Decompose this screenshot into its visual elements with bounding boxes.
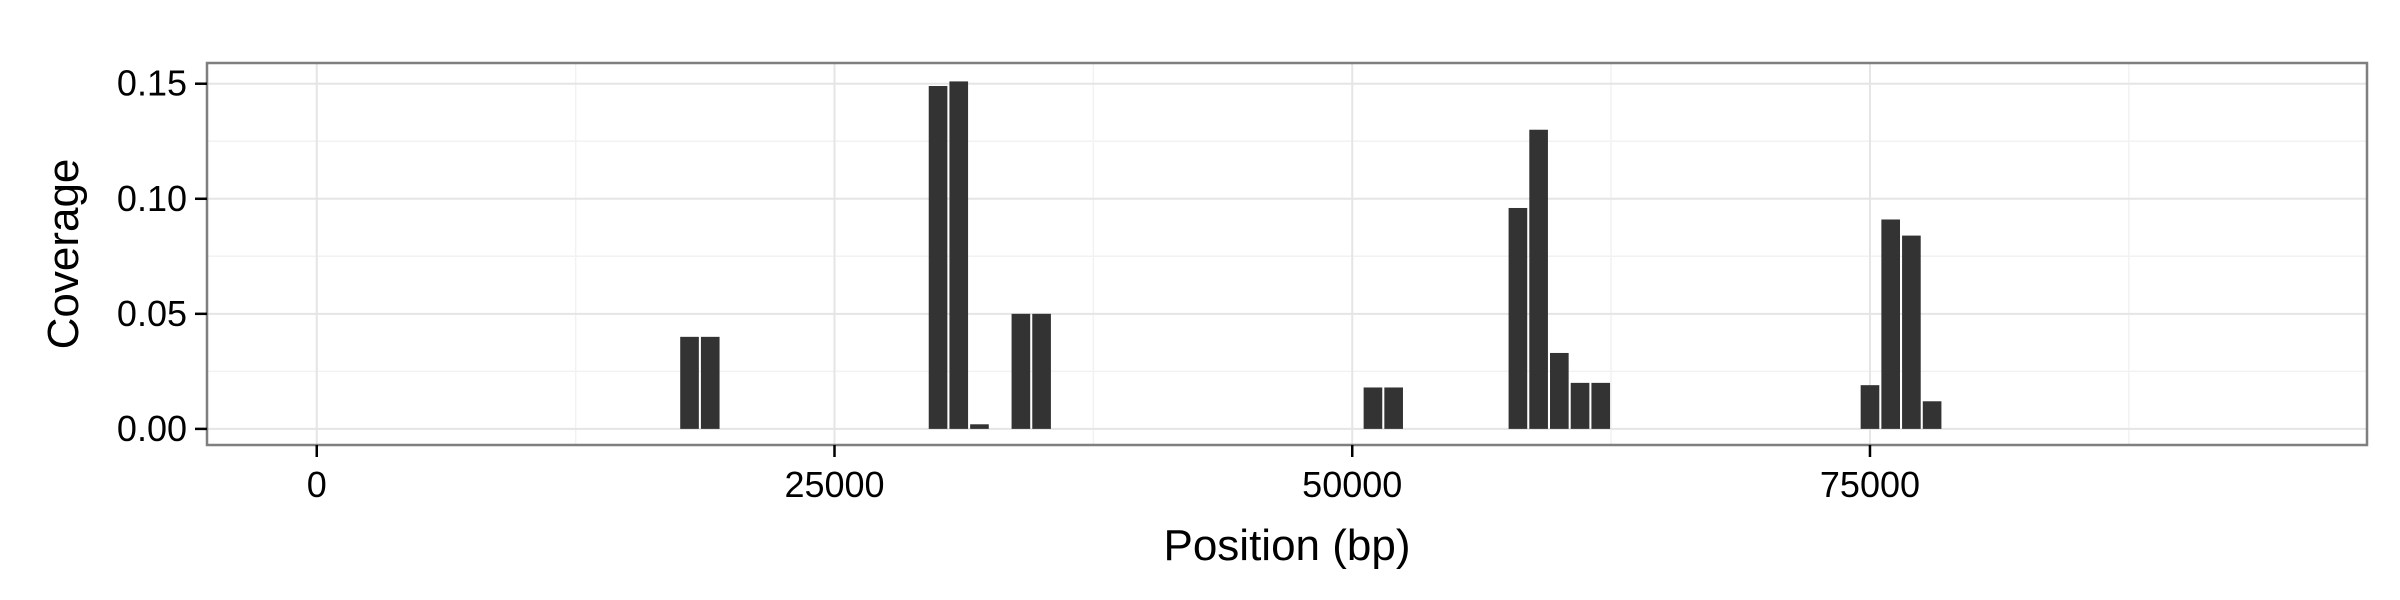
tick-labels: 0.00 0.05 0.10 0.15 0 25000 50000 75000 — [117, 63, 1920, 505]
y-tick-label: 0.00 — [117, 408, 187, 449]
coverage-bar — [1508, 207, 1528, 429]
x-axis-title: Position (bp) — [1163, 521, 1410, 570]
coverage-bar — [1011, 313, 1031, 429]
coverage-bar — [700, 336, 720, 429]
x-tick-label: 0 — [307, 464, 327, 505]
plot-background — [207, 63, 2367, 445]
coverage-bar — [1922, 401, 1942, 429]
coverage-bar — [1529, 129, 1548, 429]
x-tick-label: 75000 — [1820, 464, 1920, 505]
y-axis-title: Coverage — [39, 159, 88, 350]
y-tick-label: 0.05 — [117, 293, 187, 334]
coverage-bar — [1860, 385, 1880, 429]
coverage-bar — [1570, 382, 1590, 429]
coverage-bar — [1550, 352, 1569, 429]
coverage-bar — [1591, 382, 1611, 429]
grid-lines — [207, 63, 2367, 445]
bars — [680, 81, 1942, 429]
x-tick-label: 50000 — [1302, 464, 1402, 505]
coverage-bar — [1881, 219, 1901, 429]
coverage-bar — [970, 424, 989, 429]
coverage-bar — [1902, 235, 1921, 429]
y-tick-label: 0.15 — [117, 63, 187, 104]
y-tick-label: 0.10 — [117, 178, 187, 219]
coverage-bar — [949, 81, 969, 429]
coverage-bar — [1384, 387, 1403, 429]
axis-ticks — [195, 82, 1872, 457]
x-tick-label: 25000 — [784, 464, 884, 505]
coverage-bar — [1363, 387, 1383, 429]
coverage-bar — [680, 336, 699, 429]
coverage-bar — [928, 86, 948, 429]
plot-border — [205, 61, 2369, 447]
coverage-bar — [1032, 313, 1051, 429]
